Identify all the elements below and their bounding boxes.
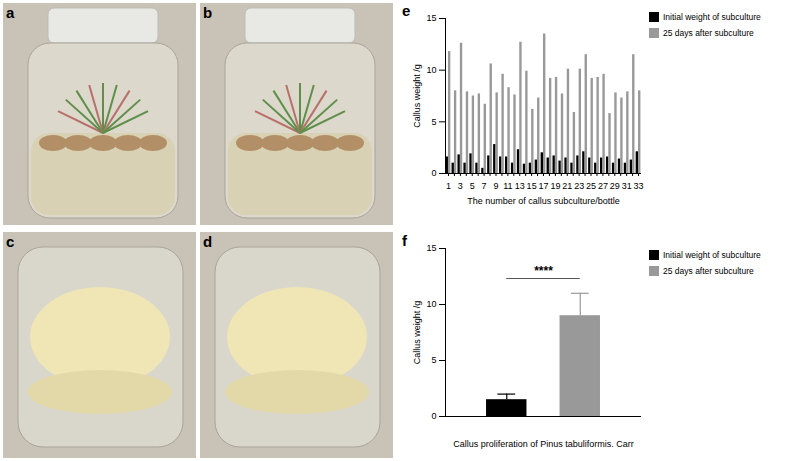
svg-text:7: 7	[482, 181, 487, 191]
html-text:c: c	[6, 233, 15, 250]
svg-text:17: 17	[538, 181, 548, 191]
svg-text:0: 0	[431, 168, 436, 178]
svg-text:29: 29	[610, 181, 620, 191]
svg-text:31: 31	[622, 181, 632, 191]
html-text:Initial weight of subculture: Initial weight of subculture	[663, 12, 761, 22]
svg-text:3: 3	[458, 181, 463, 191]
svg-text:15: 15	[426, 243, 436, 253]
svg-text:27: 27	[598, 181, 608, 191]
html-text:25 days after subculture: 25 days after subculture	[663, 28, 754, 38]
svg-text:13: 13	[515, 181, 525, 191]
svg-text:The number of callus subcultur: The number of callus subculture/bottle	[467, 196, 620, 206]
svg-text:5: 5	[470, 181, 475, 191]
svg-text:0: 0	[431, 411, 436, 421]
svg-text:9: 9	[493, 181, 498, 191]
svg-text:Callus proliferation of Pinus: Callus proliferation of Pinus tabuliform…	[453, 439, 634, 449]
svg-text:25: 25	[586, 181, 596, 191]
svg-text:Callus weight /g: Callus weight /g	[412, 64, 422, 128]
html-text:a: a	[6, 4, 15, 21]
svg-text:15: 15	[527, 181, 537, 191]
svg-text:11: 11	[503, 181, 512, 191]
svg-text:21: 21	[562, 181, 572, 191]
svg-text:19: 19	[550, 181, 560, 191]
svg-text:10: 10	[426, 65, 436, 75]
svg-text:33: 33	[634, 181, 644, 191]
svg-text:5: 5	[431, 355, 436, 365]
svg-text:15: 15	[426, 13, 436, 23]
html-text:e: e	[402, 2, 411, 19]
svg-text:10: 10	[426, 299, 436, 309]
svg-text:****: ****	[534, 264, 553, 278]
svg-text:5: 5	[431, 117, 436, 127]
html-text:f: f	[402, 232, 407, 249]
html-text:b: b	[203, 4, 213, 21]
svg-text:1: 1	[446, 181, 451, 191]
html-text:25 days after subculture: 25 days after subculture	[663, 266, 754, 276]
html-text:d: d	[203, 233, 213, 250]
svg-text:Callus weight /g: Callus weight /g	[412, 301, 422, 365]
svg-text:23: 23	[574, 181, 584, 191]
html-text:Initial weight of subculture: Initial weight of subculture	[663, 250, 761, 260]
